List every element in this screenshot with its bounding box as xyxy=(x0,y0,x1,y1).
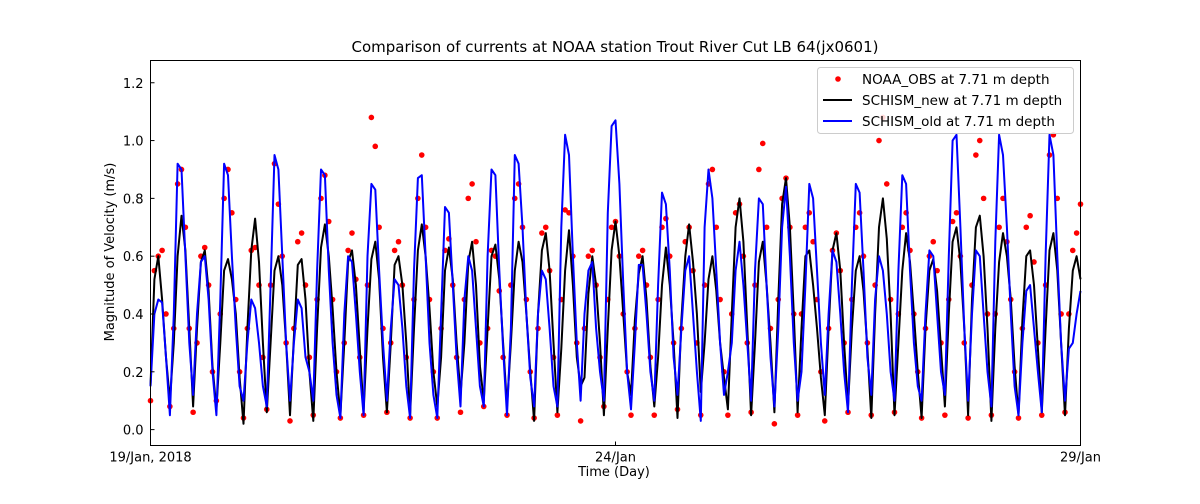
obs-point xyxy=(759,140,766,147)
obs-point xyxy=(1015,415,1022,421)
obs-point xyxy=(589,247,596,254)
obs-point xyxy=(635,253,642,259)
obs-point xyxy=(585,253,592,259)
y-tick-label: 0.8 xyxy=(123,192,144,207)
obs-point xyxy=(794,412,801,418)
obs-point xyxy=(965,415,971,421)
obs-point xyxy=(457,409,464,416)
obs-point xyxy=(953,210,960,216)
chart-title: Comparison of currents at NOAA station T… xyxy=(351,38,878,56)
legend-box xyxy=(817,67,1074,134)
obs-point xyxy=(542,224,549,231)
legend: NOAA_OBS at 7.71 m depth SCHISM_new at 7… xyxy=(817,67,1074,134)
obs-point xyxy=(930,238,937,245)
obs-point xyxy=(1027,212,1033,219)
x-tick-label: 19/Jan, 2018 xyxy=(109,451,191,466)
obs-point xyxy=(1023,224,1030,231)
obs-point xyxy=(876,137,882,144)
legend-new-label: SCHISM_new at 7.71 m depth xyxy=(862,93,1062,109)
obs-point xyxy=(287,418,293,424)
obs-point xyxy=(473,238,479,245)
obs-point xyxy=(190,409,196,416)
obs-point xyxy=(1069,247,1076,254)
y-axis: 0.0 0.2 0.4 0.6 0.8 1.0 1.2 xyxy=(123,77,155,439)
obs-point xyxy=(973,152,979,158)
obs-point xyxy=(368,114,375,121)
obs-point xyxy=(1073,230,1080,236)
y-tick-label: 0.0 xyxy=(123,424,144,439)
obs-point xyxy=(163,311,169,317)
plot-clip xyxy=(147,114,1084,427)
obs-point xyxy=(159,247,165,254)
obs-point xyxy=(577,418,584,424)
y-tick-label: 0.4 xyxy=(123,308,144,323)
obs-point xyxy=(1031,259,1037,265)
legend-obs-marker xyxy=(835,76,841,82)
x-tick-label: 29/Jan xyxy=(1060,451,1101,466)
obs-point xyxy=(298,230,305,236)
obs-point xyxy=(395,238,402,245)
obs-point xyxy=(942,412,948,418)
obs-point xyxy=(725,412,731,418)
plot-area xyxy=(147,114,1084,427)
obs-point xyxy=(608,224,615,231)
obs-point xyxy=(821,418,828,424)
obs-point xyxy=(391,247,398,254)
obs-point xyxy=(465,195,472,202)
obs-point xyxy=(980,195,987,202)
obs-point xyxy=(709,166,716,173)
obs-point xyxy=(651,412,658,418)
obs-point xyxy=(1038,412,1045,418)
obs-point xyxy=(252,244,258,251)
x-axis: 19/Jan, 2018 24/Jan 29/Jan xyxy=(109,441,1101,466)
obs-point xyxy=(639,247,646,254)
obs-point xyxy=(469,181,475,187)
obs-point xyxy=(372,143,379,150)
obs-point xyxy=(763,224,770,231)
obs-point xyxy=(949,218,956,225)
obs-point xyxy=(562,207,568,213)
legend-old-label: SCHISM_old at 7.71 m depth xyxy=(862,114,1055,130)
y-tick-label: 1.2 xyxy=(123,77,144,92)
x-tick-label: 24/Jan xyxy=(595,451,636,466)
y-axis-label: Magnitude of Velocity (m/s) xyxy=(103,163,118,342)
obs-point xyxy=(294,238,301,245)
legend-obs-label: NOAA_OBS at 7.71 m depth xyxy=(862,72,1050,88)
x-axis-label: Time (Day) xyxy=(577,465,650,480)
obs-point xyxy=(345,247,351,254)
obs-point xyxy=(201,244,208,251)
obs-point xyxy=(539,230,545,236)
obs-point xyxy=(628,412,634,418)
obs-point xyxy=(771,421,778,427)
obs-point xyxy=(554,412,561,418)
obs-point xyxy=(883,181,890,187)
y-tick-label: 1.0 xyxy=(123,135,144,150)
obs-point xyxy=(756,166,762,173)
obs-point xyxy=(976,137,983,144)
series-schism-old-line xyxy=(149,119,1082,422)
obs-point xyxy=(349,230,355,236)
obs-point xyxy=(418,152,425,158)
y-tick-label: 0.2 xyxy=(123,366,144,381)
obs-point xyxy=(996,224,1002,231)
y-tick-label: 0.6 xyxy=(123,250,144,265)
